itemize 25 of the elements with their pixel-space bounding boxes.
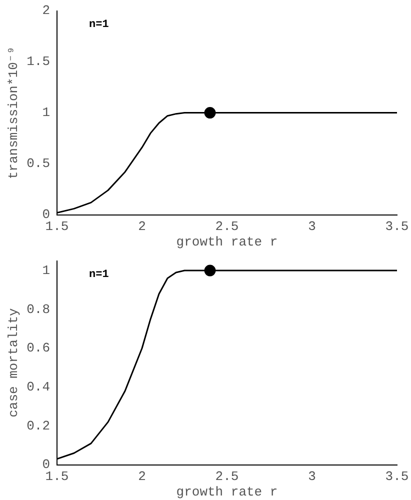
y-tick-label: 0.4 — [26, 380, 50, 395]
y-tick-label: 0.2 — [26, 418, 50, 434]
x-tick-label: 3.5 — [385, 469, 409, 484]
x-axis-title: growth rate r — [176, 234, 278, 250]
y-tick-label: 2 — [42, 3, 50, 18]
y-tick-label: 1 — [42, 105, 50, 120]
x-tick-label: 2 — [138, 219, 146, 234]
y-axis-title: transmission*10⁻⁹ — [6, 46, 22, 180]
y-tick-label: 0 — [42, 207, 50, 222]
x-tick-label: 3 — [308, 219, 316, 234]
annotation: n=1 — [89, 269, 110, 282]
x-axis-title: growth rate r — [176, 484, 278, 500]
y-tick-label: 0 — [42, 457, 50, 472]
x-tick-label: 3.5 — [385, 219, 409, 234]
y-tick-label: 1.5 — [26, 54, 50, 70]
y-tick-label: 0.5 — [26, 156, 50, 172]
y-tick-label: 0.6 — [26, 340, 50, 356]
y-axis-title: case mortality — [6, 308, 22, 418]
x-tick-label: 3 — [308, 469, 316, 484]
y-tick-label: 1 — [42, 262, 50, 278]
y-tick-label: 0.8 — [26, 302, 50, 317]
x-tick-label: 2.5 — [215, 469, 239, 484]
annotation: n=1 — [89, 19, 110, 32]
x-tick-label: 2 — [138, 469, 146, 484]
x-tick-label: 2.5 — [215, 219, 239, 234]
